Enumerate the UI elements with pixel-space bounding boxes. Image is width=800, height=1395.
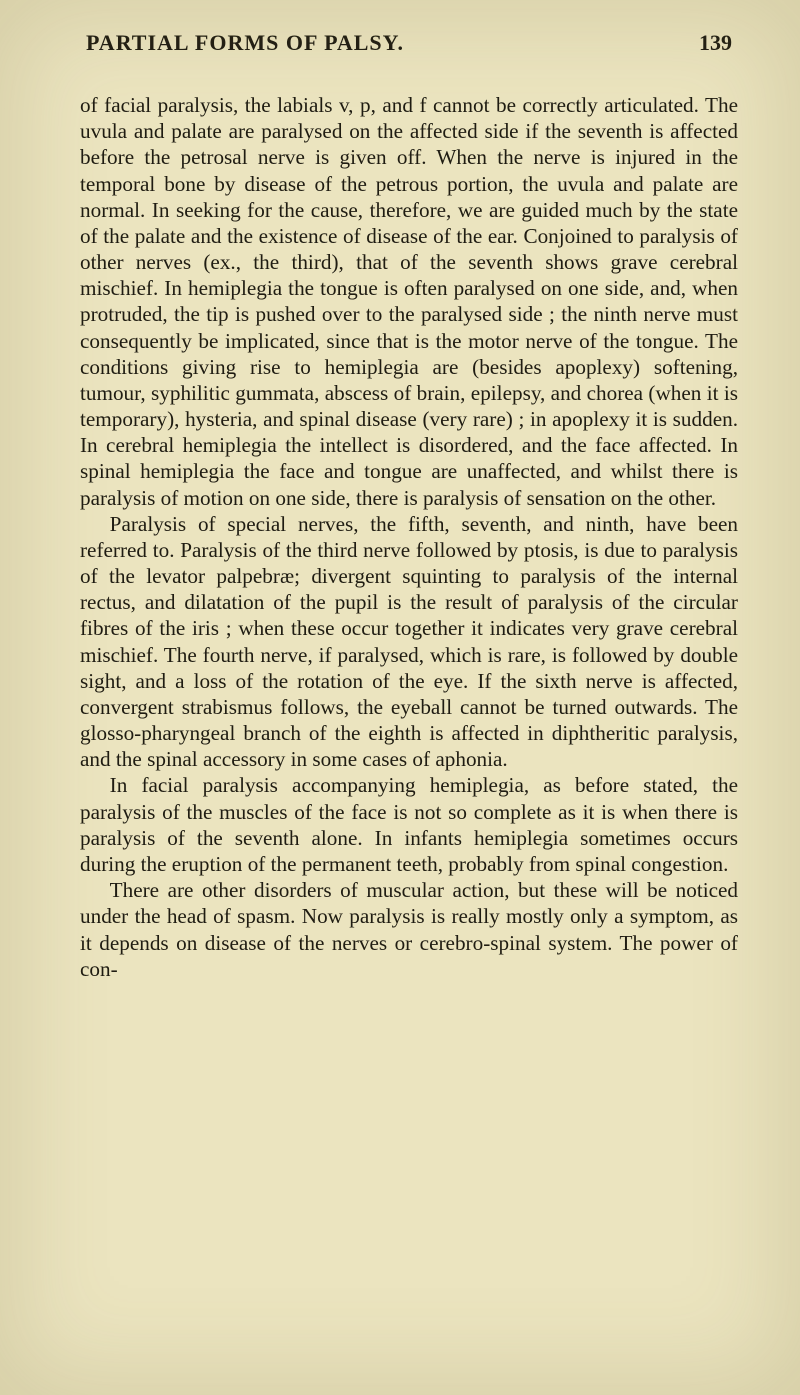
page-number: 139 [699,30,732,56]
paragraph: Paralysis of special nerves, the fifth, … [80,511,738,773]
page: PARTIAL FORMS OF PALSY. 139 of facial pa… [0,0,800,1395]
paragraph: of facial paralysis, the labials v, p, a… [80,92,738,511]
paragraph: In facial paralysis accompanying hemiple… [80,772,738,877]
running-title: PARTIAL FORMS OF PALSY. [86,30,404,56]
body-text: of facial paralysis, the labials v, p, a… [80,92,738,982]
paragraph: There are other disorders of muscular ac… [80,877,738,982]
running-header: PARTIAL FORMS OF PALSY. 139 [80,30,738,56]
